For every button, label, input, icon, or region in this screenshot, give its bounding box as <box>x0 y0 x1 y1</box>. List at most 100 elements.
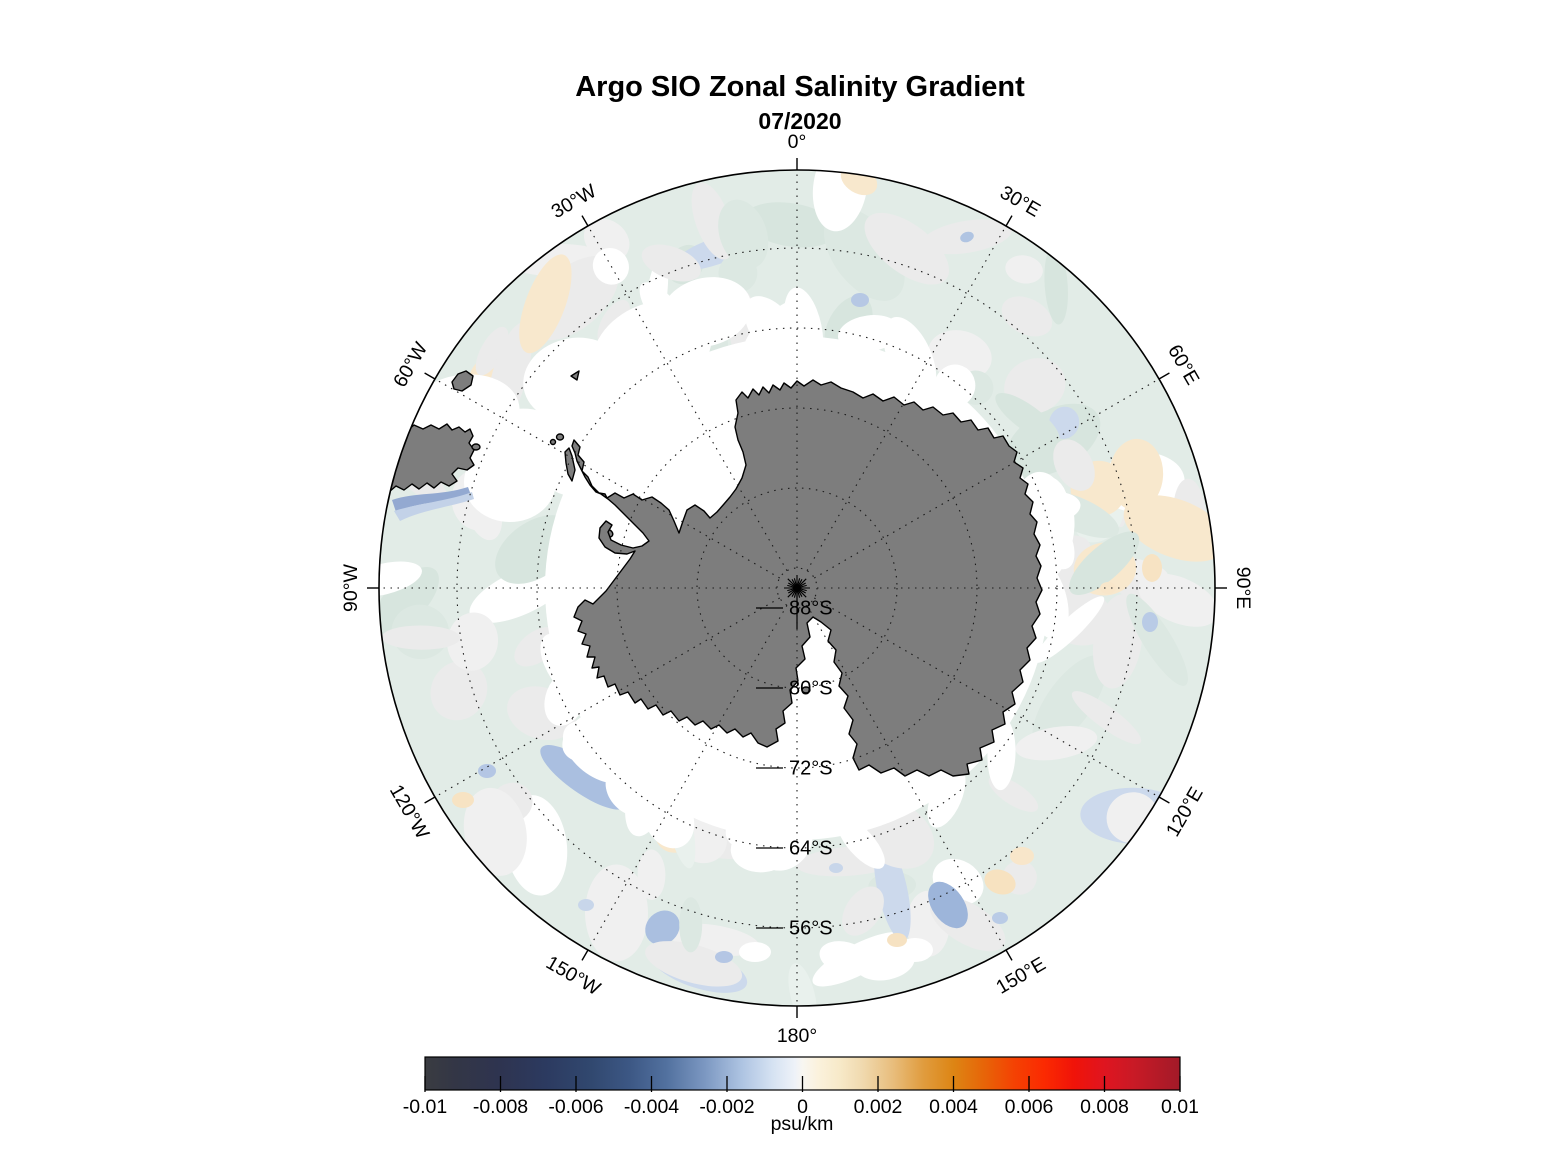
field-feature <box>392 487 471 512</box>
cb-tick-label: 0.002 <box>854 1096 903 1118</box>
lon-label-120°E: 120°E <box>1162 783 1208 840</box>
field-blob <box>469 563 571 623</box>
colorbar-ticks: -0.01 -0.008 -0.006 -0.004 -0.002 0 0.002 0.004… <box>403 1076 1199 1118</box>
field-blob <box>463 787 527 876</box>
colorbar: -0.01 -0.008 -0.006 -0.004 -0.002 0 0.002 0.004… <box>403 1056 1199 1135</box>
field-blob <box>812 170 868 232</box>
lat-label-64°S: 64°S <box>789 838 833 860</box>
cb-tick-label: 0.01 <box>1161 1096 1199 1118</box>
field-blob <box>430 660 488 721</box>
field-blob <box>447 612 499 671</box>
falkland-islands <box>451 370 474 392</box>
islet <box>471 443 481 451</box>
field-blob <box>637 849 666 900</box>
field-blob <box>1015 726 1098 761</box>
lon-tick-120°W <box>424 796 436 804</box>
cb-tick-label: 0.008 <box>1080 1096 1129 1118</box>
field-edge-blob <box>837 817 885 869</box>
field-edge-blob <box>638 761 693 832</box>
field-feature <box>960 231 974 243</box>
lon-tick-30°W <box>581 215 589 227</box>
field-blob <box>592 247 629 285</box>
field-blob <box>788 963 817 1006</box>
lon-label-120°W: 120°W <box>385 781 434 843</box>
field-edge-blob <box>1021 496 1075 570</box>
cb-tick-label: 0.004 <box>929 1096 978 1118</box>
latitude-labels: 88°S 80°S 72°S 64°S 56°S <box>756 598 833 940</box>
field-blob <box>1032 655 1107 749</box>
cb-tick-label: -0.01 <box>403 1096 447 1118</box>
lon-label-30°W: 30°W <box>548 180 601 223</box>
field-blob <box>475 326 509 376</box>
islet <box>555 433 565 441</box>
field-blob <box>645 941 743 987</box>
no-data-gap <box>464 442 556 522</box>
field-feature <box>578 899 594 911</box>
field-blob <box>641 244 701 282</box>
lon-label-30°E: 30°E <box>996 181 1044 221</box>
field-blob <box>842 886 884 936</box>
field-feature <box>715 951 733 963</box>
field-edge-blob <box>783 287 824 370</box>
cb-tick-label: -0.002 <box>699 1096 754 1118</box>
parallel-72°S <box>616 407 978 769</box>
field-blob <box>1071 691 1142 745</box>
parallel-64°S <box>536 327 1058 849</box>
lon-tick-60°E <box>1158 372 1170 380</box>
lat-label-80°S: 80°S <box>789 678 833 700</box>
no-data-gap <box>660 277 752 347</box>
field-blob <box>864 212 950 285</box>
lon-tick-30°E <box>1005 215 1013 227</box>
lon-label-90°E: 90°E <box>1232 567 1254 610</box>
field-blob <box>381 625 461 650</box>
lat-label-56°S: 56°S <box>789 918 833 940</box>
lat-label-72°S: 72°S <box>789 758 833 780</box>
lon-tick-150°W <box>581 949 589 961</box>
field-edge-blob <box>987 717 1016 791</box>
islet <box>801 686 811 694</box>
lon-label-150°W: 150°W <box>542 952 604 1001</box>
field-edge-blob <box>927 765 966 828</box>
lon-label-150°E: 150°E <box>992 953 1049 999</box>
chart-title: Argo SIO Zonal Salinity Gradient <box>575 71 1025 103</box>
field-edge-blob <box>838 315 901 352</box>
field-feature <box>452 792 474 808</box>
field-feature <box>1100 582 1116 594</box>
lon-label-60°W: 60°W <box>389 338 432 391</box>
field-edge-blob <box>724 799 758 850</box>
field-feature <box>1142 554 1162 582</box>
field-feature <box>829 863 843 873</box>
field-blob <box>1126 593 1188 686</box>
field-feature <box>478 764 496 778</box>
field-blob <box>1053 439 1095 491</box>
field-blob <box>379 561 422 597</box>
field-edge-blob <box>934 364 976 408</box>
no-data-gap <box>897 938 933 962</box>
lon-label-90°W: 90°W <box>340 563 362 611</box>
graticule <box>379 170 1215 1006</box>
field-blob <box>928 330 992 381</box>
field-blob <box>995 392 1060 443</box>
field-blob <box>379 566 439 634</box>
small-island <box>570 370 580 381</box>
field-blob <box>1001 296 1053 337</box>
lon-tick-120°E <box>1158 796 1170 804</box>
cb-tick-label: 0 <box>797 1096 808 1118</box>
field-blob <box>1138 573 1215 627</box>
field-blob <box>584 864 649 962</box>
field-feature <box>984 869 1016 895</box>
field-edge-blob <box>562 720 633 784</box>
cb-tick-label: -0.006 <box>548 1096 603 1118</box>
field-feature <box>1010 847 1034 865</box>
lon-label-0°: 0° <box>788 131 807 153</box>
field-feature <box>851 293 869 307</box>
chart-subtitle: 07/2020 <box>758 108 841 134</box>
colorbar-unit: psu/km <box>771 1113 834 1135</box>
antarctica-land <box>571 379 1043 777</box>
islet <box>549 438 557 446</box>
field-blob <box>540 745 627 810</box>
island-chain <box>564 447 576 482</box>
field-blob <box>1069 531 1140 596</box>
field-blob <box>679 897 703 953</box>
